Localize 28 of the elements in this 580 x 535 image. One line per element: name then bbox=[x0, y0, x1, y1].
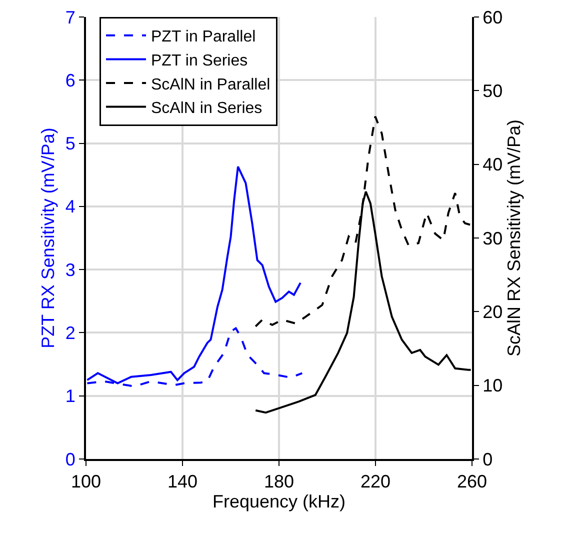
y-tick-label: 1 bbox=[65, 386, 76, 406]
y-tick-label: 7 bbox=[65, 7, 76, 28]
y2-tick-label: 40 bbox=[482, 154, 503, 175]
x-tick-label: 260 bbox=[456, 472, 488, 492]
x-tick-label: 220 bbox=[360, 472, 391, 492]
y2-tick-label: 50 bbox=[482, 80, 503, 101]
y2-tick-label: 20 bbox=[482, 302, 503, 322]
legend-label: ScAlN in Parallel bbox=[151, 76, 270, 94]
y-tick-label: 4 bbox=[65, 196, 76, 217]
y2-tick-label: 30 bbox=[482, 228, 503, 248]
x-axis-title: Frequency (kHz) bbox=[212, 492, 346, 512]
x-tick-label: 140 bbox=[167, 472, 198, 492]
x-tick-label: 100 bbox=[70, 472, 102, 492]
legend-label: PZT in Parallel bbox=[151, 28, 256, 46]
y2-axis-title: ScAlN RX Sensitivity (mV/Pa) bbox=[504, 119, 524, 357]
y-tick-label: 5 bbox=[65, 134, 76, 154]
y2-tick-label: 10 bbox=[482, 376, 503, 396]
y-tick-label: 6 bbox=[65, 70, 76, 90]
y2-tick-label: 60 bbox=[482, 7, 503, 28]
y-axis-title: PZT RX Sensitivity (mV/Pa) bbox=[38, 128, 58, 348]
line-series bbox=[86, 166, 302, 384]
legend-label: PZT in Series bbox=[151, 52, 248, 70]
y-tick-label: 3 bbox=[65, 260, 76, 280]
legend-label: ScAlN in Series bbox=[151, 100, 262, 118]
x-tick-label: 180 bbox=[264, 472, 294, 492]
y-tick-label: 0 bbox=[65, 449, 76, 470]
y-tick-label: 2 bbox=[65, 323, 76, 344]
y2-tick-label: 0 bbox=[482, 449, 493, 470]
